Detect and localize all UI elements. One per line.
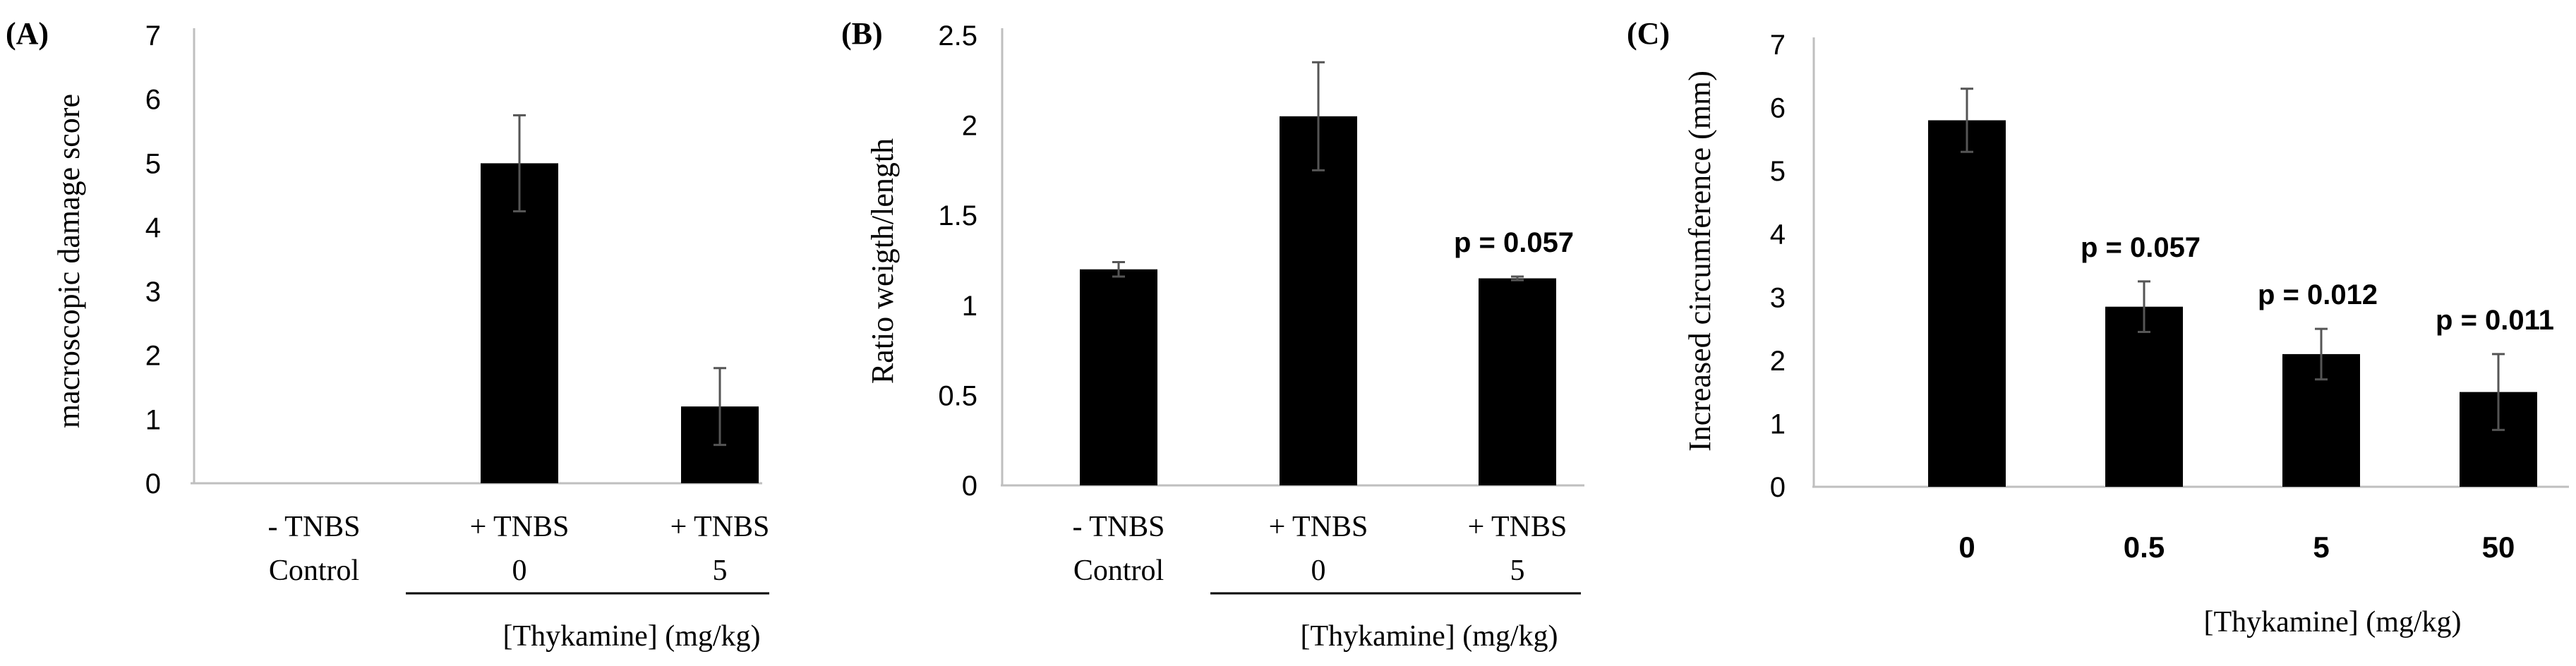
category-sublabel: 0 xyxy=(512,555,527,587)
y-tick-label: 0 xyxy=(962,471,977,502)
y-tick-label: 1.5 xyxy=(938,200,977,231)
y-axis-label: macroscopic damage score xyxy=(52,94,86,428)
category-sublabel: Control xyxy=(1073,555,1164,587)
y-tick-label: 7 xyxy=(1770,30,1786,61)
p-value-annotation: p = 0.057 xyxy=(2081,232,2201,263)
category-sublabel: 5 xyxy=(1510,555,1525,587)
category-label: 5 xyxy=(2313,531,2329,564)
category-label: 0 xyxy=(1958,531,1975,564)
chart-panel-b: (B) Ratio weigth/length 0 0.5 1 1.5 2 2.5 - TNBS… xyxy=(841,16,1584,653)
y-tick-label: 2.5 xyxy=(938,20,977,52)
y-tick-label: 0 xyxy=(145,468,161,500)
y-axis-label: Ratio weigth/length xyxy=(865,138,900,384)
y-tick-label: 2 xyxy=(1770,346,1786,377)
y-tick-label: 6 xyxy=(1770,93,1786,124)
y-tick-label: 4 xyxy=(145,212,161,243)
category-label: + TNBS xyxy=(1468,511,1567,543)
panel-label: (C) xyxy=(1627,16,1670,51)
bar xyxy=(1479,278,1556,485)
p-value-annotation: p = 0.012 xyxy=(2258,279,2378,310)
category-sublabel: 0 xyxy=(1311,555,1326,587)
y-tick-label: 7 xyxy=(145,20,161,52)
category-sublabel: 5 xyxy=(713,555,728,587)
bar xyxy=(1080,269,1157,485)
p-value-annotation: p = 0.057 xyxy=(1454,227,1574,258)
category-label: - TNBS xyxy=(1072,511,1164,543)
y-tick-label: 1 xyxy=(1770,408,1786,440)
y-tick-label: 4 xyxy=(1770,219,1786,250)
y-tick-label: 0 xyxy=(1770,472,1786,503)
y-tick-label: 5 xyxy=(145,148,161,179)
bar xyxy=(1928,120,2006,487)
panel-label: (A) xyxy=(6,16,49,51)
y-tick-label: 1 xyxy=(145,404,161,435)
category-label: + TNBS xyxy=(670,511,770,543)
bar xyxy=(1280,116,1357,486)
chart-panel-a: (A) macroscopic damage score 0 1 2 3 4 5 6 7 - TNB… xyxy=(6,16,769,653)
y-tick-label: 1 xyxy=(962,291,977,322)
y-tick-label: 5 xyxy=(1770,156,1786,187)
x-axis-label: [Thykamine] (mg/kg) xyxy=(1300,620,1558,653)
bar xyxy=(481,163,558,483)
category-label: + TNBS xyxy=(1269,511,1368,543)
x-axis-label: [Thykamine] (mg/kg) xyxy=(502,620,760,653)
x-axis-label: [Thykamine] (mg/kg) xyxy=(2203,606,2461,638)
chart-panel-c: (C) Increased circumference (mm) 0 1 2 3 4 5 6 7 0… xyxy=(1627,16,2569,638)
category-label: - TNBS xyxy=(267,511,360,543)
y-tick-label: 0.5 xyxy=(938,380,977,411)
y-axis-label: Increased circumference (mm) xyxy=(1683,71,1717,452)
panel-label: (B) xyxy=(841,16,883,51)
p-value-annotation: p = 0.011 xyxy=(2436,305,2554,336)
y-tick-label: 3 xyxy=(145,277,161,308)
y-tick-label: 6 xyxy=(145,85,161,116)
y-tick-label: 3 xyxy=(1770,282,1786,313)
y-tick-label: 2 xyxy=(962,111,977,142)
y-tick-label: 2 xyxy=(145,341,161,372)
category-label: 0.5 xyxy=(2124,531,2165,564)
category-label: 50 xyxy=(2482,531,2515,564)
category-label: + TNBS xyxy=(470,511,570,543)
category-sublabel: Control xyxy=(269,555,359,587)
bar xyxy=(2105,306,2183,487)
